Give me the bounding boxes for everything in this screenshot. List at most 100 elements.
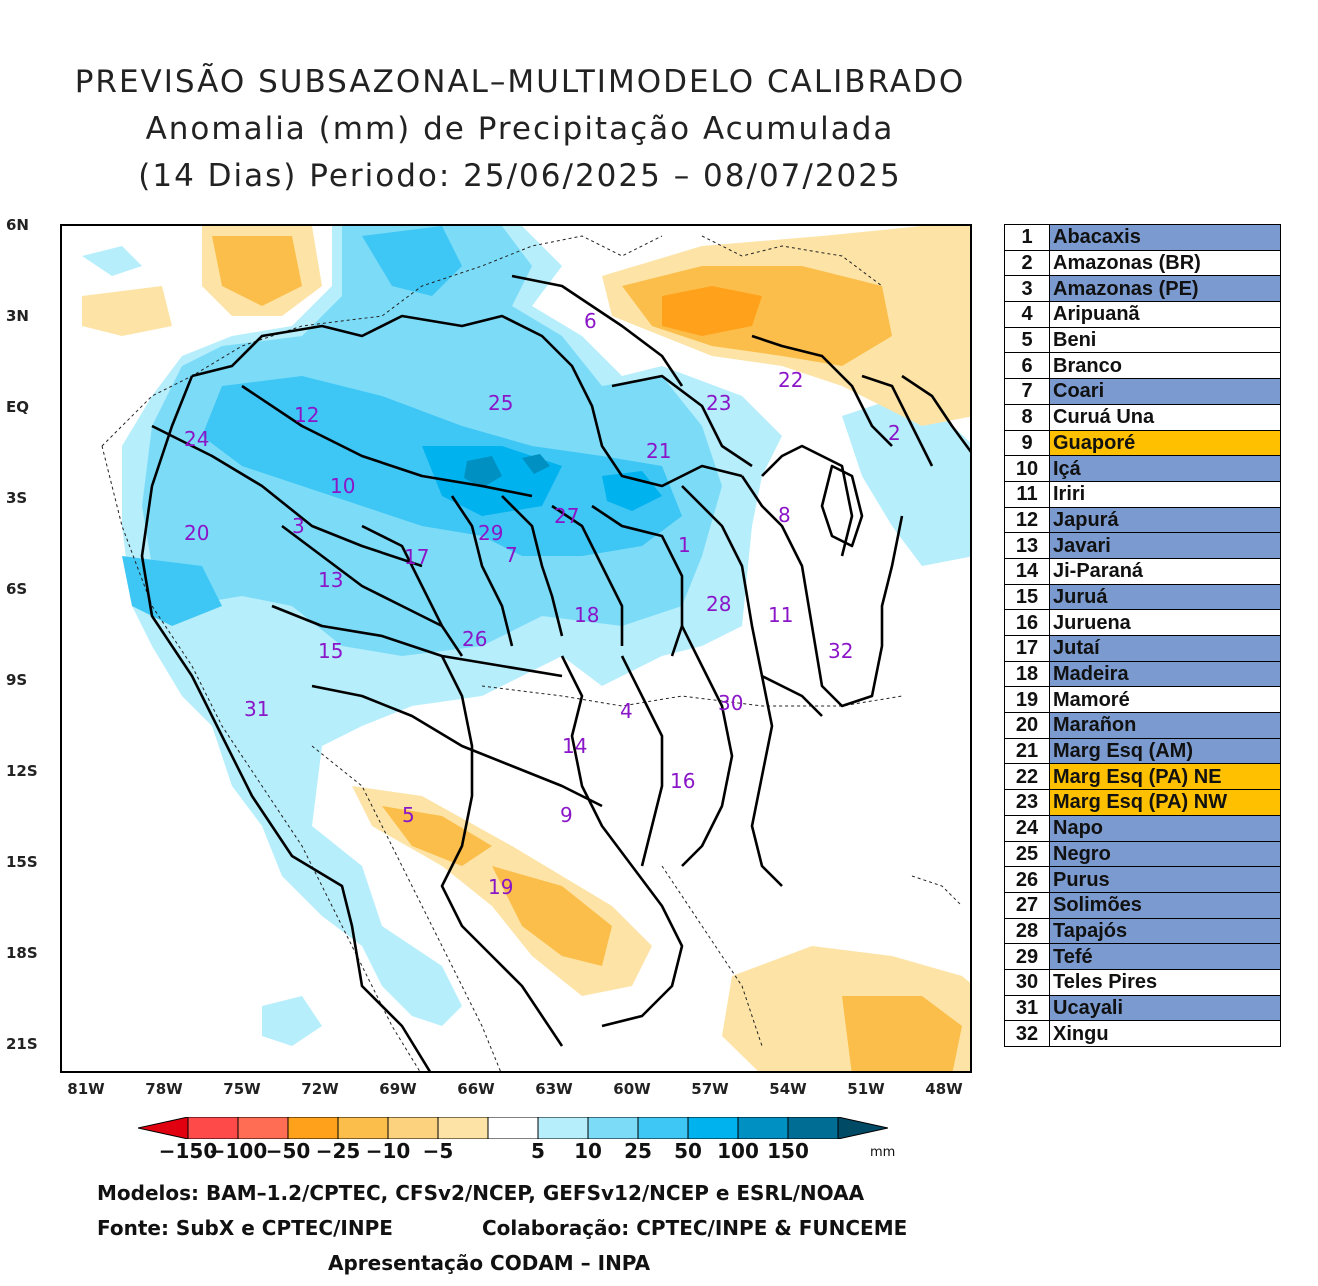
basin-number: 14 xyxy=(1004,557,1050,585)
basin-number: 32 xyxy=(1004,1020,1050,1047)
colorbar-segment xyxy=(337,1117,389,1139)
basin-legend-body: 1 Abacaxis 2 Amazonas (BR) 3 Amazonas (PE) 4 Ar… xyxy=(1004,224,1281,1047)
basin-row: 9 Guaporé xyxy=(1004,429,1281,457)
basin-row: 27 Solimões xyxy=(1004,891,1281,919)
basin-row: 19 Mamoré xyxy=(1004,686,1281,714)
basin-name: Ucayali xyxy=(1049,994,1281,1022)
basin-number: 18 xyxy=(1004,660,1050,688)
map-label-9: 9 xyxy=(560,803,573,827)
basin-number: 17 xyxy=(1004,635,1050,662)
basin-name: Coari xyxy=(1049,378,1281,405)
colorbar-tick-label: −5 xyxy=(422,1139,454,1163)
lat-label-15s: 15S xyxy=(6,853,38,871)
colorbar-tick-label: 50 xyxy=(674,1139,702,1163)
map-label-18: 18 xyxy=(574,603,599,627)
lon-label-63w: 63W xyxy=(535,1080,573,1098)
basin-row: 11 Iriri xyxy=(1004,480,1281,508)
basin-row: 29 Tefé xyxy=(1004,943,1281,970)
map-label-10: 10 xyxy=(330,474,355,498)
basin-row: 28 Tapajós xyxy=(1004,917,1281,945)
basin-row: 17 Jutaí xyxy=(1004,635,1281,662)
basin-row: 6 Branco xyxy=(1004,352,1281,380)
basin-name: Teles Pires xyxy=(1049,968,1281,996)
basin-name: Solimões xyxy=(1049,891,1281,919)
basin-name: Amazonas (BR) xyxy=(1049,249,1281,277)
basin-name: Mamoré xyxy=(1049,686,1281,714)
colorbar xyxy=(138,1117,888,1139)
basin-name: Abacaxis xyxy=(1049,224,1281,251)
colorbar-segment xyxy=(637,1117,689,1139)
shading-deep-orange xyxy=(662,286,762,336)
basin-name: Marañon xyxy=(1049,712,1281,739)
colorbar-tick-label: 10 xyxy=(574,1139,602,1163)
basin-row: 21 Marg Esq (AM) xyxy=(1004,737,1281,765)
basin-row: 25 Negro xyxy=(1004,840,1281,868)
basin-row: 2 Amazonas (BR) xyxy=(1004,249,1281,277)
lon-label-81w: 81W xyxy=(67,1080,105,1098)
basin-number: 13 xyxy=(1004,532,1050,559)
basin-number: 6 xyxy=(1004,352,1050,380)
map-label-24: 24 xyxy=(184,427,209,451)
basin-number: 12 xyxy=(1004,506,1050,534)
basin-row: 12 Japurá xyxy=(1004,506,1281,534)
basin-name: Napo xyxy=(1049,814,1281,842)
lon-label-78w: 78W xyxy=(145,1080,183,1098)
basin-name: Beni xyxy=(1049,326,1281,354)
lat-label-9s: 9S xyxy=(6,671,28,689)
basin-number: 30 xyxy=(1004,968,1050,996)
colorbar-segments xyxy=(138,1117,888,1139)
basin-name: Iriri xyxy=(1049,480,1281,508)
chart-title-line-3: (14 Dias) Periodo: 25/06/2025 – 08/07/20… xyxy=(138,158,902,194)
colorbar-segment xyxy=(737,1117,789,1139)
basin-name: Juruá xyxy=(1049,583,1281,611)
lat-label-3s: 3S xyxy=(6,489,28,507)
basin-name: Branco xyxy=(1049,352,1281,380)
basin-row: 7 Coari xyxy=(1004,378,1281,405)
map-label-3: 3 xyxy=(292,514,305,538)
basin-number: 29 xyxy=(1004,943,1050,970)
basin-number: 28 xyxy=(1004,917,1050,945)
basin-number: 7 xyxy=(1004,378,1050,405)
colorbar-tick-label: 25 xyxy=(624,1139,652,1163)
map-label-17: 17 xyxy=(404,545,429,569)
lon-label-75w: 75W xyxy=(223,1080,261,1098)
map-label-28: 28 xyxy=(706,592,731,616)
precipitation-anomaly-map: 1 2 3 4 5 6 7 8 9 10 11 12 13 14 15 16 1… xyxy=(60,224,972,1073)
map-label-1: 1 xyxy=(678,533,691,557)
basin-row: 1 Abacaxis xyxy=(1004,224,1281,251)
colorbar-tick-label: 100 xyxy=(717,1139,759,1163)
map-label-4: 4 xyxy=(620,699,633,723)
lon-label-51w: 51W xyxy=(847,1080,885,1098)
basin-row: 22 Marg Esq (PA) NE xyxy=(1004,763,1281,791)
map-label-13: 13 xyxy=(318,568,343,592)
basin-row: 30 Teles Pires xyxy=(1004,968,1281,996)
basin-legend-table: 1 Abacaxis 2 Amazonas (BR) 3 Amazonas (PE) 4 Ar… xyxy=(1004,224,1281,1047)
basin-number: 1 xyxy=(1004,224,1050,251)
map-label-30: 30 xyxy=(718,691,743,715)
basin-row: 3 Amazonas (PE) xyxy=(1004,275,1281,303)
basin-name: Marg Esq (PA) NW xyxy=(1049,789,1281,816)
colorbar-segment xyxy=(138,1117,189,1139)
basin-row: 16 Juruena xyxy=(1004,609,1281,636)
basin-row: 13 Javari xyxy=(1004,532,1281,559)
colorbar-segment xyxy=(687,1117,739,1139)
basin-number: 8 xyxy=(1004,403,1050,431)
basin-row: 14 Ji-Paraná xyxy=(1004,557,1281,585)
colorbar-segment xyxy=(487,1117,539,1139)
footer-presentation: Apresentação CODAM – INPA xyxy=(328,1251,651,1275)
lat-label-6n: 6N xyxy=(6,216,29,234)
map-label-21: 21 xyxy=(646,439,671,463)
basin-number: 21 xyxy=(1004,737,1050,765)
basin-name: Tefé xyxy=(1049,943,1281,970)
map-label-15: 15 xyxy=(318,639,343,663)
map-label-6: 6 xyxy=(584,309,597,333)
lat-label-18s: 18S xyxy=(6,944,38,962)
lon-label-66w: 66W xyxy=(457,1080,495,1098)
colorbar-segment xyxy=(837,1117,888,1139)
footer-models: Modelos: BAM–1.2/CPTEC, CFSv2/NCEP, GEFS… xyxy=(97,1181,865,1205)
basin-name: Ji-Paraná xyxy=(1049,557,1281,585)
basin-number: 2 xyxy=(1004,249,1050,277)
basin-number: 26 xyxy=(1004,866,1050,893)
basin-name: Guaporé xyxy=(1049,429,1281,457)
colorbar-tick-label: −150 xyxy=(158,1139,218,1163)
